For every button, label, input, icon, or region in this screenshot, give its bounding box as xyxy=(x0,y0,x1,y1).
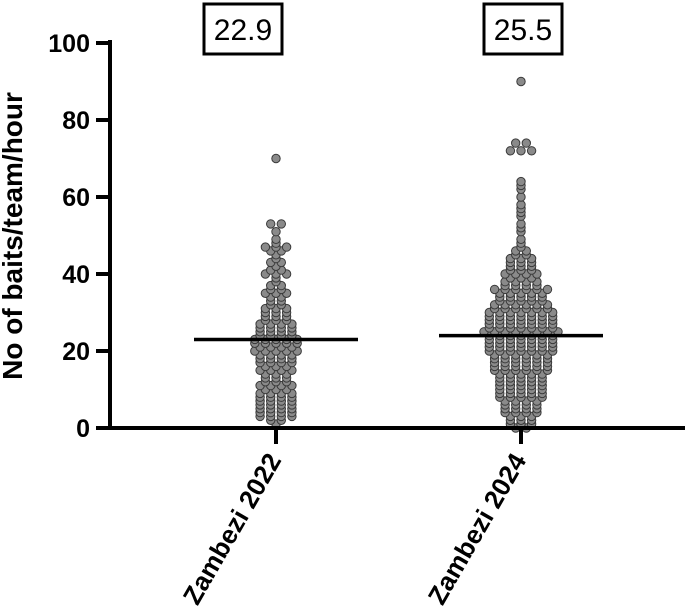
data-points xyxy=(250,76,563,433)
annotation-box-zambezi-2024 xyxy=(482,2,564,56)
data-point xyxy=(516,192,526,202)
data-point xyxy=(516,200,526,210)
y-tick-label: 80 xyxy=(62,107,90,135)
y-tick-label: 20 xyxy=(62,338,90,366)
y-tick-label: 0 xyxy=(76,415,90,443)
data-point xyxy=(516,176,526,187)
y-tick-label: 100 xyxy=(48,30,90,58)
data-point xyxy=(489,284,500,295)
x-axis-categories: Zambezi 2022 Zambezi 2024 xyxy=(177,448,533,606)
annotation-layer: 22.9 25.5 xyxy=(202,2,564,56)
annotation-box-zambezi-2022 xyxy=(202,2,284,56)
data-point xyxy=(526,146,537,156)
data-point xyxy=(542,284,553,295)
data-point xyxy=(271,227,281,237)
data-point xyxy=(276,219,286,229)
data-point xyxy=(271,153,281,164)
y-tick-label: 40 xyxy=(62,261,90,289)
data-point xyxy=(516,146,526,156)
data-point xyxy=(521,138,531,148)
data-point xyxy=(511,138,521,148)
category-label-zambezi-2022: Zambezi 2022 xyxy=(177,448,288,606)
y-axis-label: No of baits/team/hour xyxy=(0,92,28,380)
axes xyxy=(108,40,685,444)
annotation-label-zambezi-2024: 25.5 xyxy=(494,14,552,47)
mean-lines xyxy=(194,333,603,342)
category-label-zambezi-2024: Zambezi 2024 xyxy=(422,448,533,606)
y-axis-ticks: 0 20 40 60 80 100 xyxy=(48,30,110,443)
data-point xyxy=(266,219,276,229)
annotation-label-zambezi-2022: 22.9 xyxy=(214,14,272,47)
data-point xyxy=(281,242,292,252)
data-point xyxy=(516,76,526,87)
data-point xyxy=(260,242,271,252)
data-point xyxy=(505,146,516,156)
y-tick-label: 60 xyxy=(62,184,90,212)
data-point xyxy=(516,219,526,229)
